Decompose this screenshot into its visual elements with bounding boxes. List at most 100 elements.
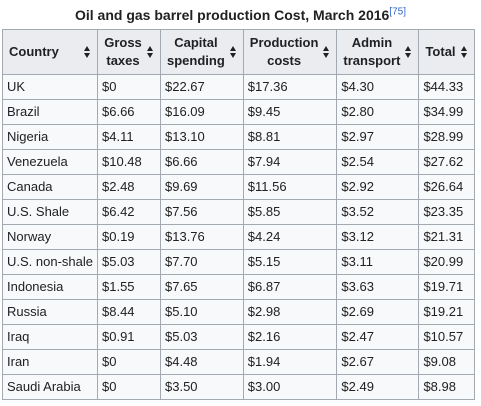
reference-link-text[interactable]: [75] (389, 6, 406, 18)
cell-production-costs: $5.15 (242, 249, 338, 275)
table-row: Brazil $6.66 $16.09 $9.45 $2.80 $34.99 (2, 99, 475, 125)
table-row: Venezuela $10.48 $6.66 $7.94 $2.54 $27.62 (2, 149, 475, 175)
cell-production-costs: $1.94 (242, 349, 338, 375)
column-header-label: spending (167, 53, 225, 68)
cell-capital-spending: $7.70 (160, 249, 244, 275)
cell-capital-spending: $5.03 (160, 324, 244, 350)
cell-production-costs: $3.00 (242, 374, 338, 400)
sort-arrows-icon[interactable] (147, 46, 154, 58)
cell-capital-spending: $7.65 (160, 274, 244, 300)
cell-country: U.S. Shale (2, 199, 98, 225)
table-header: Country Gross taxes Capital spending Pro… (2, 29, 475, 75)
cell-capital-spending: $6.66 (160, 149, 244, 175)
column-header-capital-spending[interactable]: Capital spending (160, 29, 244, 75)
cell-production-costs: $2.16 (242, 324, 338, 350)
cell-country: Nigeria (2, 124, 98, 150)
column-header-admin-transport[interactable]: Admin transport (336, 29, 420, 75)
reference-link[interactable]: [75] (389, 6, 406, 17)
cell-total: $44.33 (418, 74, 475, 100)
cell-total: $21.31 (418, 224, 475, 250)
cell-gross-taxes: $8.44 (97, 299, 161, 325)
cell-production-costs: $17.36 (242, 74, 338, 100)
cell-total: $19.21 (418, 299, 475, 325)
column-header-total[interactable]: Total (418, 29, 475, 75)
cell-country: Iran (2, 349, 98, 375)
cell-production-costs: $8.81 (242, 124, 338, 150)
cell-capital-spending: $4.48 (160, 349, 244, 375)
sort-arrows-icon[interactable] (229, 46, 237, 58)
cell-total: $28.99 (418, 124, 475, 150)
cell-capital-spending: $5.10 (160, 299, 244, 325)
cell-admin-transport: $4.30 (336, 74, 420, 100)
cell-gross-taxes: $0.91 (97, 324, 161, 350)
cell-capital-spending: $9.69 (160, 174, 244, 200)
table-row: Nigeria $4.11 $13.10 $8.81 $2.97 $28.99 (2, 124, 475, 150)
cell-admin-transport: $2.47 (336, 324, 420, 350)
sort-arrows-icon[interactable] (405, 46, 412, 58)
column-header-label: Admin (351, 35, 393, 50)
cell-gross-taxes: $6.42 (97, 199, 161, 225)
cell-total: $10.57 (418, 324, 475, 350)
cell-country: Iraq (2, 324, 98, 350)
cell-gross-taxes: $6.66 (97, 99, 161, 125)
cell-capital-spending: $22.67 (160, 74, 244, 100)
cell-total: $20.99 (418, 249, 475, 275)
cell-capital-spending: $3.50 (160, 374, 244, 400)
cell-admin-transport: $2.97 (336, 124, 420, 150)
table-row: U.S. non-shale $5.03 $7.70 $5.15 $3.11 $20.99 (2, 249, 475, 275)
cell-admin-transport: $2.69 (336, 299, 420, 325)
cell-country: Indonesia (2, 274, 98, 300)
cost-table: Country Gross taxes Capital spending Pro… (2, 29, 475, 400)
header-row: Country Gross taxes Capital spending Pro… (2, 29, 475, 75)
column-header-production-costs[interactable]: Production costs (242, 29, 338, 75)
cell-total: $9.08 (418, 349, 475, 375)
cell-production-costs: $7.94 (242, 149, 338, 175)
table-row: Indonesia $1.55 $7.65 $6.87 $3.63 $19.71 (2, 274, 475, 300)
cell-production-costs: $6.87 (242, 274, 338, 300)
table-row: Iraq $0.91 $5.03 $2.16 $2.47 $10.57 (2, 324, 475, 350)
column-header-label: taxes (106, 53, 140, 68)
cell-production-costs: $9.45 (242, 99, 338, 125)
cell-production-costs: $4.24 (242, 224, 338, 250)
cell-admin-transport: $3.11 (336, 249, 420, 275)
sort-arrows-icon[interactable] (84, 46, 91, 58)
cell-gross-taxes: $0 (97, 74, 161, 100)
column-header-country[interactable]: Country (2, 29, 98, 75)
cell-total: $23.35 (418, 199, 475, 225)
cell-admin-transport: $3.52 (336, 199, 420, 225)
cell-gross-taxes: $0.19 (97, 224, 161, 250)
sort-arrows-icon[interactable] (323, 46, 330, 58)
table-caption: Oil and gas barrel production Cost, Marc… (0, 6, 481, 24)
cell-gross-taxes: $10.48 (97, 149, 161, 175)
table-row: UK $0 $22.67 $17.36 $4.30 $44.33 (2, 74, 475, 100)
table-row: Russia $8.44 $5.10 $2.98 $2.69 $19.21 (2, 299, 475, 325)
cell-country: U.S. non-shale (2, 249, 98, 275)
cell-production-costs: $5.85 (242, 199, 338, 225)
cell-country: UK (2, 74, 98, 100)
table-body: UK $0 $22.67 $17.36 $4.30 $44.33 Brazil $6.66 $1… (2, 74, 475, 400)
cell-admin-transport: $3.12 (336, 224, 420, 250)
table-row: U.S. Shale $6.42 $7.56 $5.85 $3.52 $23.35 (2, 199, 475, 225)
cell-gross-taxes: $4.11 (97, 124, 161, 150)
column-header-label: transport (343, 53, 401, 68)
cell-admin-transport: $2.49 (336, 374, 420, 400)
cell-country: Venezuela (2, 149, 98, 175)
cell-gross-taxes: $5.03 (97, 249, 161, 275)
cell-admin-transport: $2.54 (336, 149, 420, 175)
cell-production-costs: $2.98 (242, 299, 338, 325)
sort-arrows-icon[interactable] (460, 46, 468, 58)
cell-country: Saudi Arabia (2, 374, 98, 400)
cell-capital-spending: $13.76 (160, 224, 244, 250)
caption-title: Oil and gas barrel production Cost, Marc… (75, 7, 390, 23)
cell-total: $19.71 (418, 274, 475, 300)
column-header-label: costs (267, 53, 302, 68)
cell-admin-transport: $2.67 (336, 349, 420, 375)
cell-total: $26.64 (418, 174, 475, 200)
column-header-gross-taxes[interactable]: Gross taxes (97, 29, 161, 75)
column-header-label: Country (9, 44, 59, 59)
cell-gross-taxes: $0 (97, 374, 161, 400)
table-row: Canada $2.48 $9.69 $11.56 $2.92 $26.64 (2, 174, 475, 200)
cell-admin-transport: $2.92 (336, 174, 420, 200)
cell-capital-spending: $7.56 (160, 199, 244, 225)
cell-gross-taxes: $0 (97, 349, 161, 375)
